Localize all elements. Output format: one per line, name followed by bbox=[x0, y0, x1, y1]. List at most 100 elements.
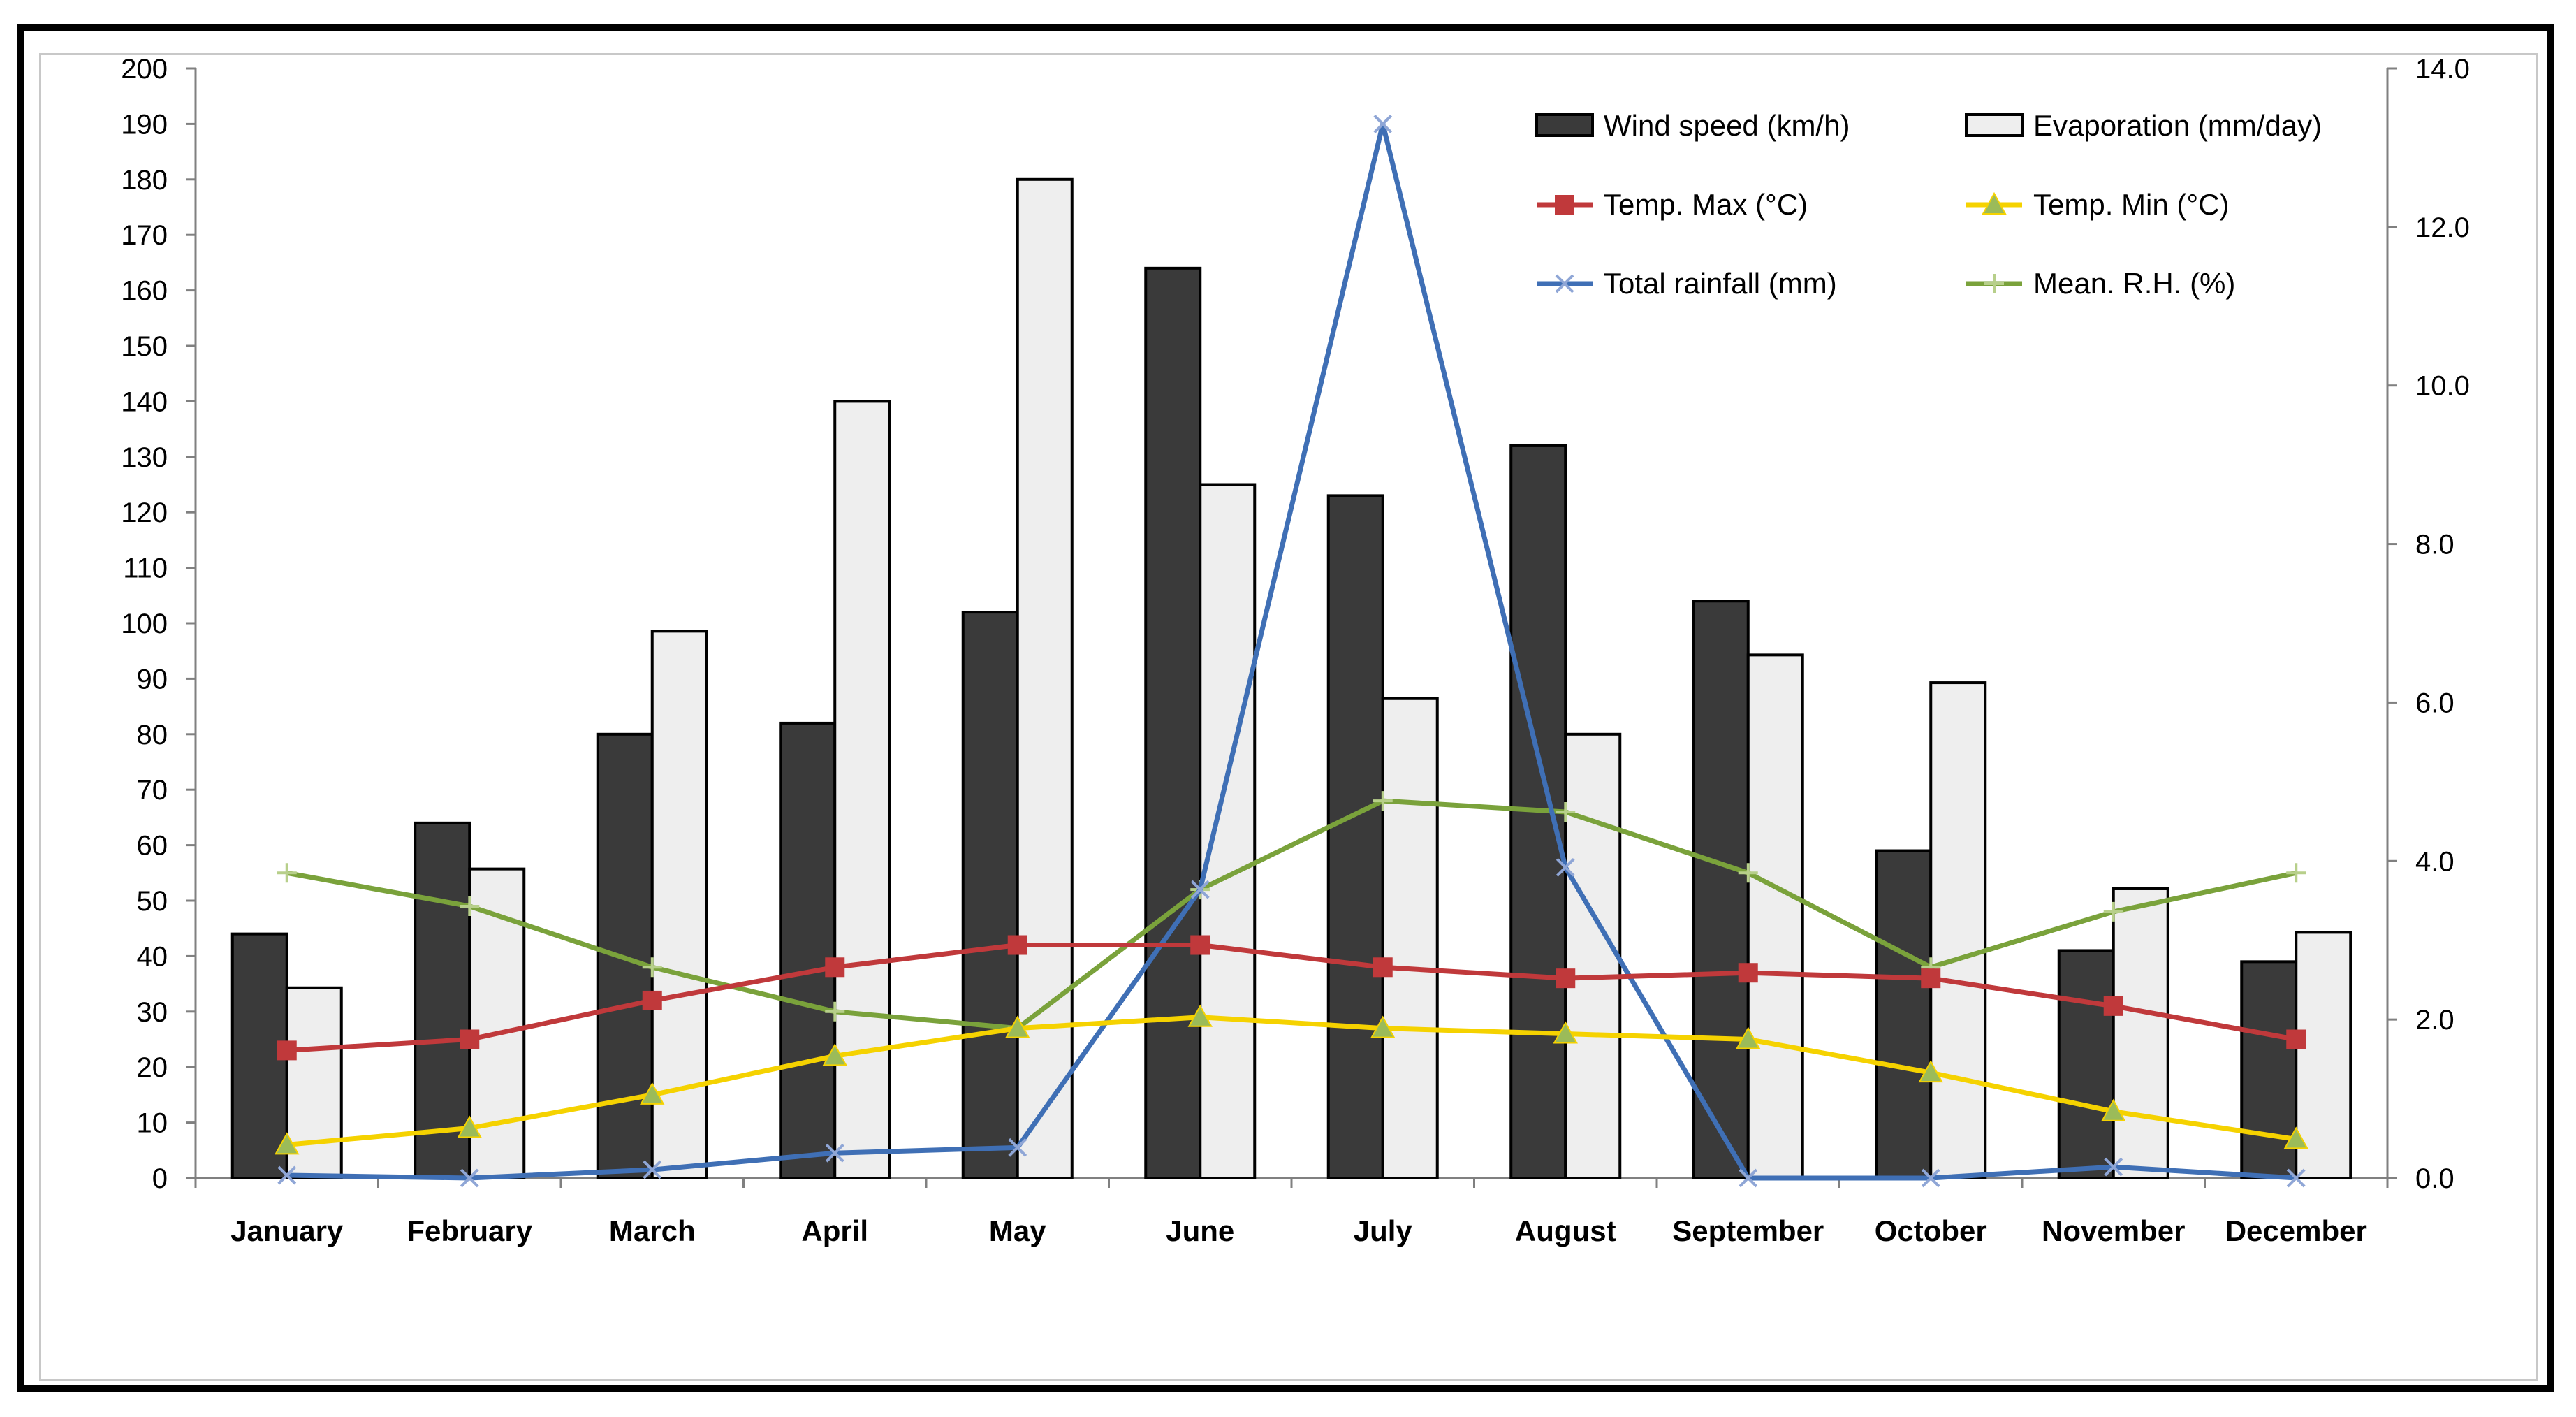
left-tick-label: 150 bbox=[121, 331, 168, 362]
mean-rh-marker bbox=[1738, 863, 1758, 883]
mean-rh-marker bbox=[2103, 901, 2123, 922]
left-tick-label: 40 bbox=[137, 941, 168, 972]
temp-max-marker bbox=[1190, 935, 1210, 955]
evaporation-bar bbox=[1016, 177, 1074, 1179]
temp-min-marker bbox=[1553, 1021, 1578, 1044]
wind-speed-bar bbox=[961, 611, 1019, 1179]
total-rainfall-marker bbox=[2286, 1168, 2306, 1188]
wind-speed-bar bbox=[414, 821, 471, 1179]
wind-speed-bar bbox=[230, 932, 288, 1179]
total-rainfall-marker bbox=[277, 1165, 297, 1185]
legend-total-rainfall-marker bbox=[1555, 274, 1574, 293]
mean-rh-marker bbox=[2286, 863, 2306, 883]
temp-min-marker bbox=[1187, 1004, 1213, 1027]
left-tick-label: 200 bbox=[121, 54, 168, 85]
left-tick-label: 160 bbox=[121, 276, 168, 307]
category-label: February bbox=[407, 1214, 532, 1247]
temp-max-marker bbox=[825, 957, 845, 978]
wind-speed-bar bbox=[1692, 600, 1750, 1179]
left-tick-label: 100 bbox=[121, 609, 168, 639]
category-label: December bbox=[2225, 1214, 2367, 1247]
wind-speed-bar bbox=[1144, 266, 1202, 1180]
mean-rh-line bbox=[286, 798, 2297, 1031]
total-rainfall-marker bbox=[825, 1143, 844, 1163]
left-tick-label: 140 bbox=[121, 386, 168, 417]
axes-layer: 0 10 20 30 40 50 60 70 80 90 100 110 120 130 140 150 160… bbox=[121, 54, 2470, 1247]
evaporation-bar bbox=[1929, 681, 1987, 1179]
temp-max-marker bbox=[642, 990, 662, 1010]
total-rainfall-marker bbox=[1190, 880, 1210, 899]
evaporation-bar bbox=[1564, 732, 1622, 1180]
legend-temp-max-label: Temp. Max (°C) bbox=[1604, 188, 1808, 221]
left-tick-label: 90 bbox=[137, 664, 168, 695]
temp-min-marker bbox=[2283, 1126, 2308, 1149]
mean-rh-marker bbox=[825, 1001, 845, 1022]
legend-wind-speed-swatch bbox=[1535, 113, 1594, 137]
right-tick-label: 10.0 bbox=[2415, 371, 2470, 402]
right-tick-label: 14.0 bbox=[2415, 54, 2470, 85]
left-tick-label: 60 bbox=[137, 831, 168, 862]
mean-rh-marker bbox=[1373, 791, 1393, 811]
temp-max-marker bbox=[1007, 935, 1027, 955]
legend-temp-max-marker bbox=[1555, 195, 1574, 215]
temp-max-marker bbox=[1738, 963, 1758, 983]
legend-mean-rh-marker bbox=[1984, 274, 2004, 293]
temp-min-marker bbox=[1736, 1026, 1761, 1049]
temp-max-marker bbox=[460, 1029, 480, 1049]
evaporation-bar bbox=[1199, 483, 1257, 1179]
category-label: April bbox=[801, 1214, 868, 1247]
right-tick-label: 4.0 bbox=[2415, 846, 2454, 877]
total-rainfall-marker bbox=[460, 1168, 479, 1188]
mean-rh-marker bbox=[642, 957, 662, 978]
total-rainfall-line bbox=[286, 121, 2297, 1181]
evaporation-bar bbox=[1381, 697, 1439, 1179]
temp-min-marker bbox=[1005, 1015, 1030, 1038]
mean-rh-marker bbox=[277, 863, 297, 883]
temp-max-marker bbox=[1373, 957, 1393, 978]
wind-speed-bar bbox=[1875, 849, 1933, 1180]
left-tick-label: 50 bbox=[137, 886, 168, 917]
total-rainfall-marker bbox=[2104, 1157, 2123, 1177]
left-tick-label: 110 bbox=[123, 553, 168, 584]
category-label: September bbox=[1672, 1214, 1824, 1247]
evaporation-bar bbox=[2295, 931, 2352, 1180]
left-tick-label: 170 bbox=[121, 220, 168, 251]
temp-min-marker bbox=[1918, 1060, 1943, 1083]
left-tick-label: 10 bbox=[137, 1108, 168, 1139]
left-tick-label: 20 bbox=[137, 1052, 168, 1083]
total-rainfall-marker bbox=[1008, 1138, 1027, 1157]
wind-speed-bar bbox=[779, 721, 837, 1180]
right-tick-label: 8.0 bbox=[2415, 530, 2454, 560]
bars-layer bbox=[230, 177, 2352, 1180]
legend-total-rainfall-label: Total rainfall (mm) bbox=[1604, 267, 1837, 300]
left-tick-label: 30 bbox=[137, 997, 168, 1028]
category-label: March bbox=[609, 1214, 696, 1247]
temp-min-marker bbox=[1370, 1015, 1396, 1038]
temp-max-marker bbox=[2286, 1029, 2306, 1049]
category-label: May bbox=[989, 1214, 1046, 1247]
total-rainfall-marker bbox=[1921, 1168, 1940, 1188]
left-tick-label: 180 bbox=[121, 165, 168, 196]
legend-wind-speed-label: Wind speed (km/h) bbox=[1604, 109, 1850, 142]
total-rainfall-marker bbox=[1556, 857, 1575, 877]
right-tick-label: 0.0 bbox=[2415, 1163, 2454, 1194]
temp-max-marker bbox=[1556, 968, 1576, 989]
evaporation-bar bbox=[1746, 653, 1804, 1179]
temp-min-marker bbox=[640, 1082, 665, 1105]
legend-temp-min-label: Temp. Min (°C) bbox=[2033, 188, 2230, 221]
category-label: November bbox=[2042, 1214, 2185, 1247]
mean-rh-marker bbox=[460, 896, 480, 916]
temp-min-line bbox=[286, 1015, 2297, 1147]
wind-speed-bar bbox=[1326, 494, 1384, 1179]
mean-rh-marker bbox=[1556, 801, 1576, 822]
legend-mean-rh-label: Mean. R.H. (%) bbox=[2033, 267, 2235, 300]
total-rainfall-marker bbox=[1739, 1168, 1758, 1188]
category-label: June bbox=[1166, 1214, 1234, 1247]
total-rainfall-marker bbox=[1373, 114, 1393, 133]
evaporation-bar bbox=[2112, 887, 2169, 1179]
total-rainfall-marker bbox=[643, 1160, 662, 1179]
right-tick-label: 12.0 bbox=[2415, 212, 2470, 243]
legend: Wind speed (km/h) Evaporation (mm/day) Tem… bbox=[1535, 109, 2322, 300]
legend-temp-min-marker bbox=[1982, 191, 2007, 215]
